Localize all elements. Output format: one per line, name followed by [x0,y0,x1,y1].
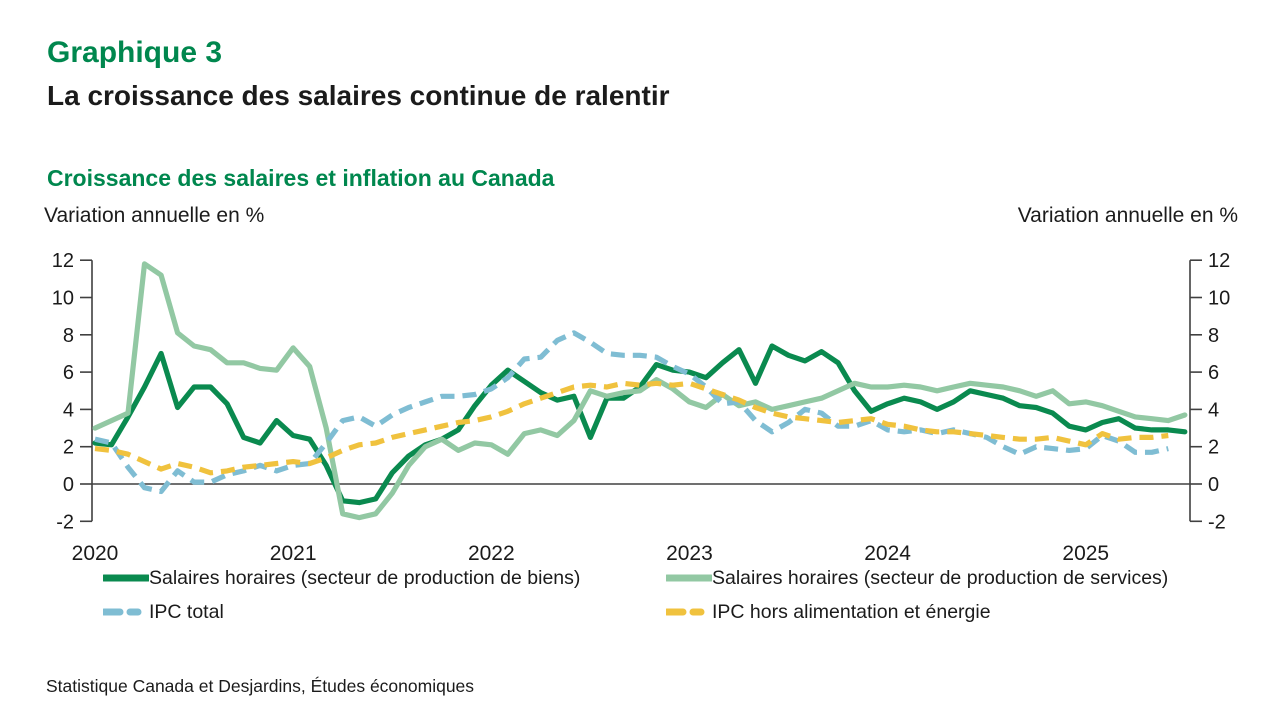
page-title: La croissance des salaires continue de r… [47,80,670,111]
legend-item-3: IPC hors alimentation et énergie [666,600,991,624]
x-axis-year-label: 2022 [468,542,515,565]
right-axis-unit-label: Variation annuelle en % [1017,204,1238,227]
x-axis-year-label: 2025 [1062,542,1109,565]
legend-swatch-solid-icon [103,574,149,582]
chart-title: Croissance des salaires et inflation au … [47,165,555,191]
right-y-tick-label: 2 [1208,437,1219,459]
left-y-tick-label: 4 [63,399,74,421]
series-line-2 [94,330,1169,495]
legend-swatch-dashed-icon [666,608,712,616]
left-y-tick-label: 12 [52,250,74,272]
right-y-tick-label: 4 [1208,399,1219,421]
right-y-tick-label: 10 [1208,288,1230,310]
right-y-tick-label: 12 [1208,250,1230,272]
right-y-tick-label: 0 [1208,474,1219,496]
series-line-0 [92,343,1188,506]
right-y-tick-label: 8 [1208,325,1219,347]
x-axis-year-label: 2020 [72,542,119,565]
left-axis-unit-label: Variation annuelle en % [44,204,265,227]
x-axis-year-label: 2023 [666,542,713,565]
legend-item-0: Salaires horaires (secteur de production… [103,566,580,590]
x-axis-year-label: 2021 [270,542,317,565]
legend-label: IPC hors alimentation et énergie [712,600,991,623]
legend-label: Salaires horaires (secteur de production… [712,566,1169,589]
legend-label: Salaires horaires (secteur de production… [149,566,581,589]
left-y-tick-label: 10 [52,288,74,310]
right-y-tick-label: 6 [1208,362,1219,384]
legend-swatch-dashed-icon [103,608,149,616]
left-y-tick-label: 6 [63,362,74,384]
left-y-tick-label: 8 [63,325,74,347]
series-line-1 [92,261,1188,521]
left-y-tick-label: -2 [56,511,74,533]
legend-label: IPC total [149,600,224,623]
x-axis-year-label: 2024 [864,542,911,565]
right-y-tick-label: -2 [1208,511,1226,533]
series-line-3 [94,380,1169,476]
legend-item-1: Salaires horaires (secteur de production… [666,566,1168,590]
left-y-tick-label: 0 [63,474,74,496]
left-y-tick-label: 2 [63,437,74,459]
chart-number-kicker: Graphique 3 [47,36,223,69]
legend-item-2: IPC total [103,600,224,624]
source-note: Statistique Canada et Desjardins, Études… [46,676,475,696]
legend-swatch-solid-icon [666,574,712,582]
